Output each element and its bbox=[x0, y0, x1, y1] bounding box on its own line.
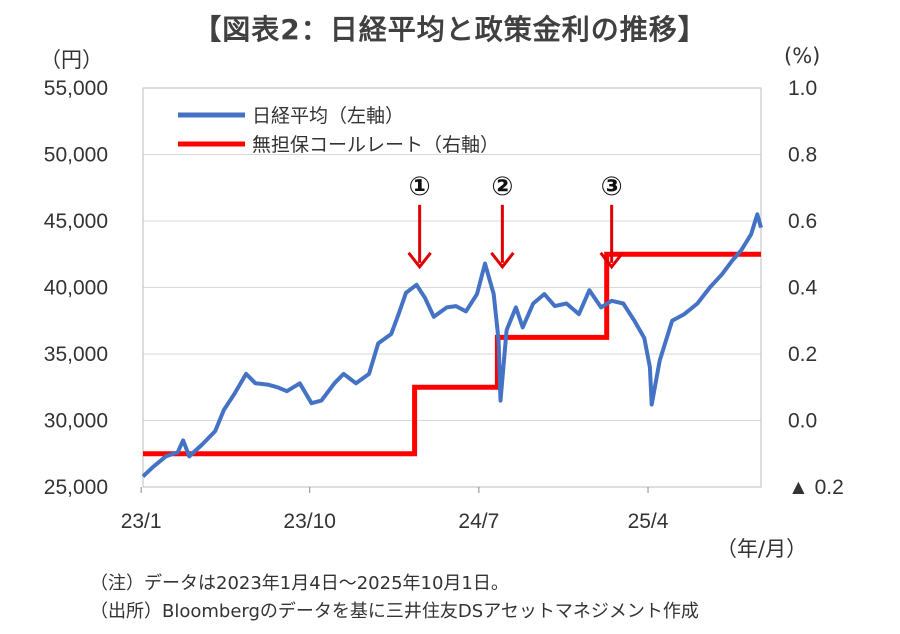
chart-title: 【図表2：日経平均と政策金利の推移】 bbox=[193, 13, 707, 46]
x-axis-unit: （年/月） bbox=[716, 537, 808, 561]
annotation-label: ② bbox=[491, 172, 513, 202]
annotations: ① ② ③ bbox=[407, 172, 624, 270]
right-tick-label: ▲ 0.2 bbox=[788, 476, 844, 499]
annotation-arrow-head bbox=[599, 251, 624, 270]
right-axis-unit: (%) bbox=[784, 44, 821, 68]
legend-label-call-rate: 無担保コールレート（右軸） bbox=[252, 134, 499, 156]
legend: 日経平均（左軸） 無担保コールレート（右軸） bbox=[178, 105, 499, 156]
legend-label-nikkei: 日経平均（左軸） bbox=[252, 105, 404, 127]
right-tick-label: 1.0 bbox=[788, 77, 817, 100]
annotation-arrow-head bbox=[490, 251, 515, 270]
annotation-label: ③ bbox=[601, 172, 623, 202]
plot-area-border bbox=[142, 87, 762, 488]
left-tick-label: 45,000 bbox=[44, 210, 108, 233]
left-tick-label: 30,000 bbox=[44, 410, 108, 433]
right-tick-label: 0.8 bbox=[788, 144, 817, 167]
right-tick-label: 0.4 bbox=[788, 277, 818, 300]
left-tick-label: 35,000 bbox=[44, 343, 108, 366]
annotation-arrow-head bbox=[407, 251, 432, 270]
left-axis-unit: （円） bbox=[40, 48, 103, 72]
series bbox=[141, 212, 763, 478]
right-tick-label: 0.6 bbox=[788, 210, 817, 233]
left-tick-label: 25,000 bbox=[44, 476, 108, 499]
x-tick-label: 24/7 bbox=[458, 510, 499, 533]
right-tick-label: 0.0 bbox=[788, 410, 817, 433]
annotation-label: ① bbox=[409, 172, 431, 202]
axis-ticks: 25,000 30,000 35,000 40,000 45,000 50,000 55,0… bbox=[44, 77, 844, 533]
x-tick-label: 23/1 bbox=[121, 510, 162, 533]
right-tick-label: 0.2 bbox=[788, 343, 817, 366]
left-tick-label: 55,000 bbox=[44, 77, 108, 100]
x-tick-label: 25/4 bbox=[628, 510, 669, 533]
footnote-source: （出所）Bloombergのデータを基に三井住友DSアセットマネジメント作成 bbox=[90, 601, 699, 622]
left-tick-label: 40,000 bbox=[44, 277, 108, 300]
x-tick-label: 23/10 bbox=[283, 510, 336, 533]
left-tick-label: 50,000 bbox=[44, 144, 108, 167]
footnote-note: （注）データは2023年1月4日～2025年10月1日。 bbox=[90, 573, 509, 594]
series-line-nikkei bbox=[141, 212, 763, 478]
